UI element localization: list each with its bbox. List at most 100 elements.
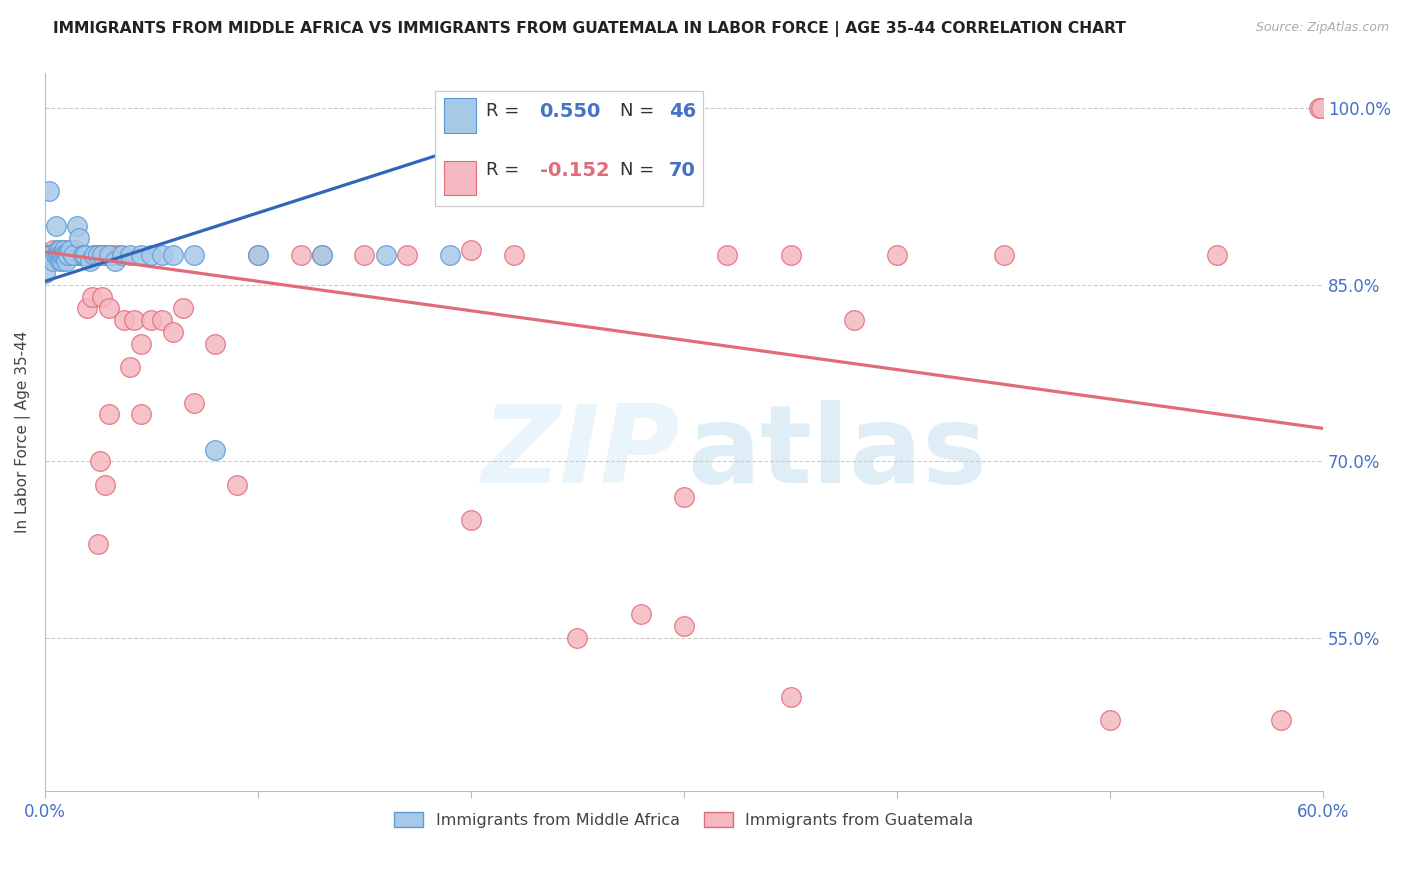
Point: [439, 248, 461, 262]
Text: N =: N =: [620, 161, 659, 179]
Point: [97, 301, 120, 316]
Y-axis label: In Labor Force | Age 35-44: In Labor Force | Age 35-44: [15, 331, 31, 533]
Bar: [444, 98, 475, 133]
FancyBboxPatch shape: [434, 91, 703, 206]
Point: [172, 301, 194, 316]
Text: R =: R =: [486, 161, 524, 179]
Point: [779, 248, 801, 262]
Point: [66, 219, 89, 233]
Point: [779, 690, 801, 704]
Point: [1270, 714, 1292, 728]
Point: [129, 248, 152, 262]
Point: [49, 243, 72, 257]
Bar: [444, 161, 475, 195]
Point: [59, 243, 82, 257]
Point: [53, 248, 76, 262]
Point: [672, 619, 695, 633]
Legend: Immigrants from Middle Africa, Immigrants from Guatemala: Immigrants from Middle Africa, Immigrant…: [388, 805, 980, 835]
Point: [204, 336, 226, 351]
Point: [51, 248, 73, 262]
Point: [225, 478, 247, 492]
Point: [89, 454, 111, 468]
Point: [93, 248, 115, 262]
Point: [35, 248, 58, 262]
Text: Source: ZipAtlas.com: Source: ZipAtlas.com: [1256, 21, 1389, 35]
Point: [75, 248, 97, 262]
Point: [1310, 101, 1333, 115]
Point: [87, 537, 110, 551]
Point: [162, 248, 184, 262]
Point: [567, 631, 589, 645]
Point: [46, 248, 69, 262]
Point: [141, 248, 163, 262]
Point: [460, 243, 482, 257]
Point: [120, 360, 142, 375]
Text: 0.550: 0.550: [540, 103, 600, 121]
Point: [104, 254, 127, 268]
Point: [34, 248, 56, 262]
Point: [91, 290, 114, 304]
Point: [353, 248, 375, 262]
Point: [51, 248, 73, 262]
Point: [45, 248, 67, 262]
Point: [87, 248, 110, 262]
Point: [80, 290, 103, 304]
Point: [53, 243, 76, 257]
Point: [108, 248, 131, 262]
Point: [42, 243, 65, 257]
Point: [290, 248, 312, 262]
Point: [101, 248, 124, 262]
Point: [46, 248, 69, 262]
Point: [53, 248, 76, 262]
Point: [67, 231, 90, 245]
Point: [66, 248, 89, 262]
Point: [150, 313, 173, 327]
Point: [51, 254, 73, 268]
Point: [83, 248, 105, 262]
Point: [110, 248, 132, 262]
Point: [124, 313, 146, 327]
Point: [46, 243, 69, 257]
Point: [34, 266, 56, 280]
Point: [49, 248, 72, 262]
Point: [51, 248, 73, 262]
Point: [62, 248, 84, 262]
Point: [45, 219, 67, 233]
Text: -0.152: -0.152: [540, 161, 609, 180]
Point: [34, 248, 56, 262]
Point: [93, 478, 115, 492]
Point: [716, 248, 738, 262]
Point: [630, 607, 652, 622]
Text: 46: 46: [669, 103, 696, 121]
Point: [55, 248, 77, 262]
Point: [246, 248, 269, 262]
Point: [79, 254, 101, 268]
Point: [502, 248, 524, 262]
Point: [120, 248, 142, 262]
Point: [55, 254, 77, 268]
Point: [53, 248, 76, 262]
Point: [39, 248, 62, 262]
Point: [492, 130, 515, 145]
Point: [59, 248, 82, 262]
Text: N =: N =: [620, 103, 659, 120]
Point: [58, 248, 80, 262]
Point: [129, 407, 152, 421]
Point: [34, 248, 56, 262]
Point: [311, 248, 333, 262]
Point: [112, 313, 135, 327]
Point: [70, 248, 93, 262]
Point: [460, 513, 482, 527]
Point: [141, 313, 163, 327]
Point: [35, 248, 58, 262]
Point: [49, 254, 72, 268]
Point: [38, 184, 60, 198]
Point: [55, 243, 77, 257]
Text: IMMIGRANTS FROM MIDDLE AFRICA VS IMMIGRANTS FROM GUATEMALA IN LABOR FORCE | AGE : IMMIGRANTS FROM MIDDLE AFRICA VS IMMIGRA…: [53, 21, 1126, 37]
Point: [672, 490, 695, 504]
Point: [1205, 248, 1227, 262]
Point: [45, 248, 67, 262]
Point: [374, 248, 396, 262]
Point: [396, 248, 419, 262]
Point: [844, 313, 866, 327]
